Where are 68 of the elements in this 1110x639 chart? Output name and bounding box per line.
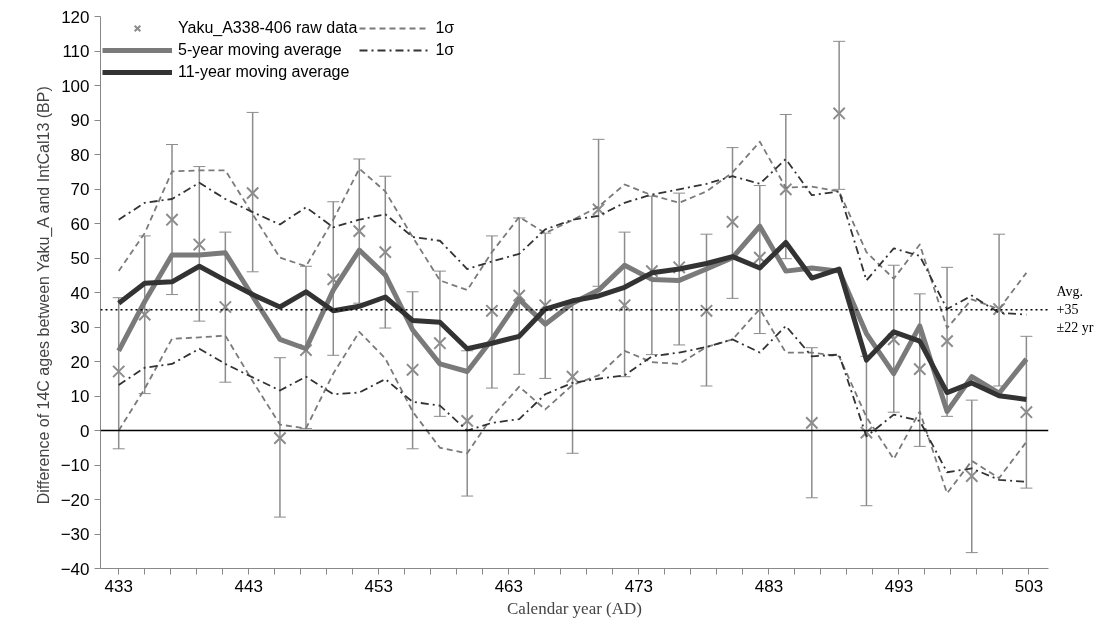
point <box>378 245 392 259</box>
point <box>192 237 206 252</box>
y-tick-label: 100 <box>61 76 90 96</box>
point <box>832 106 846 121</box>
y-tick-label: 80 <box>70 145 90 165</box>
point <box>326 272 340 287</box>
y-tick-label: 0 <box>80 421 90 441</box>
x-tick-label: 483 <box>754 576 784 596</box>
point <box>460 414 474 428</box>
point <box>753 251 767 265</box>
point <box>485 304 499 318</box>
y-tick-label: 40 <box>70 283 90 303</box>
legend-label: 5-year moving average <box>178 41 342 59</box>
point <box>1019 405 1034 419</box>
point <box>887 332 901 347</box>
x-tick-label: 503 <box>1014 576 1044 596</box>
point <box>273 431 287 445</box>
point <box>112 364 126 379</box>
y-tick-label: 50 <box>70 249 90 268</box>
legend-label: 1σ <box>435 41 456 59</box>
point <box>591 202 606 217</box>
x-tick-label: 493 <box>884 576 914 596</box>
point <box>565 370 580 384</box>
point <box>352 224 366 238</box>
y-tick-label: −40 <box>60 559 90 579</box>
y-tick-label: 110 <box>62 42 90 61</box>
point <box>940 334 954 348</box>
point <box>218 300 232 314</box>
point <box>965 469 979 483</box>
point <box>672 260 686 274</box>
point <box>779 182 793 196</box>
point <box>805 416 819 430</box>
legend-label: Yaku_A338-406 raw data <box>178 19 358 37</box>
y-axis-title: Difference of 14C ages between Yaku_A and IntCal13 (BP) <box>34 86 53 505</box>
point <box>405 363 420 377</box>
line-series <box>117 140 1028 329</box>
x-tick-label: 463 <box>494 576 524 596</box>
y-tick-label: 10 <box>70 387 90 406</box>
point <box>699 304 714 318</box>
y-tick-label: 90 <box>70 111 90 130</box>
legend-label: 1σ <box>435 19 456 37</box>
point <box>913 362 927 376</box>
point <box>992 302 1006 316</box>
x-tick-label: 473 <box>624 576 654 596</box>
y-tick-label: 70 <box>70 180 90 199</box>
x-axis-title: Calendar year (AD) <box>507 598 643 618</box>
point <box>245 186 260 200</box>
line-series <box>117 308 1028 495</box>
y-tick-label: 30 <box>70 318 90 337</box>
point <box>617 298 632 312</box>
y-tick-label: 120 <box>61 7 90 27</box>
x-tick-label: 433 <box>104 576 133 596</box>
y-tick-label: −10 <box>60 456 90 475</box>
point <box>138 307 152 322</box>
point <box>512 288 526 303</box>
y-tick-label: −20 <box>60 490 90 510</box>
legend-label: 11-year moving average <box>178 63 350 81</box>
point <box>725 215 740 229</box>
x-tick-label: 453 <box>364 576 393 596</box>
ref-line-label: Avg. +35 ±22 yr <box>1056 284 1094 336</box>
y-tick-label: 60 <box>70 214 90 234</box>
y-tick-label: −30 <box>60 525 90 544</box>
point <box>433 336 447 350</box>
point <box>538 298 552 312</box>
y-tick-label: 20 <box>70 352 90 372</box>
x-tick-label: 443 <box>234 576 263 596</box>
point <box>165 213 179 227</box>
point <box>859 425 874 440</box>
